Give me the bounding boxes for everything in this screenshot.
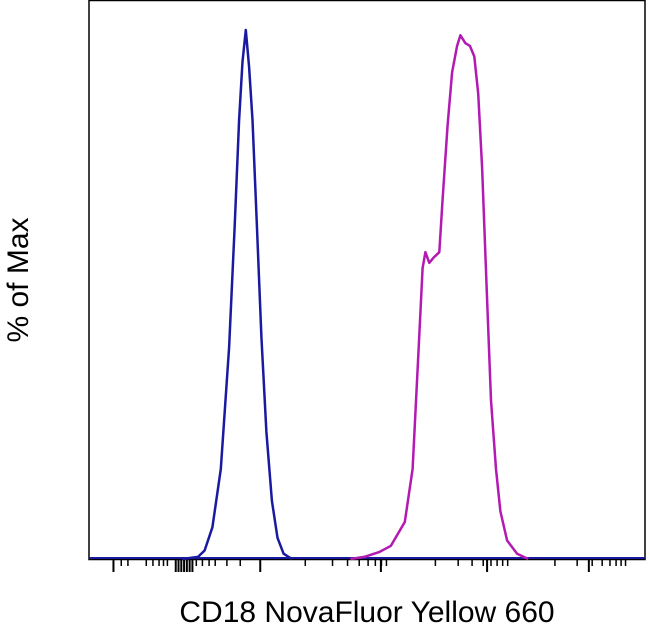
- x-axis-label: CD18 NovaFluor Yellow 660: [179, 596, 554, 629]
- series-layer: [89, 28, 645, 561]
- y-axis-label: % of Max: [2, 217, 35, 342]
- x-axis-ticks: [112, 559, 627, 572]
- plot-frame: [88, 0, 646, 561]
- series-line-2: [350, 34, 529, 561]
- series-line-1: [182, 28, 293, 561]
